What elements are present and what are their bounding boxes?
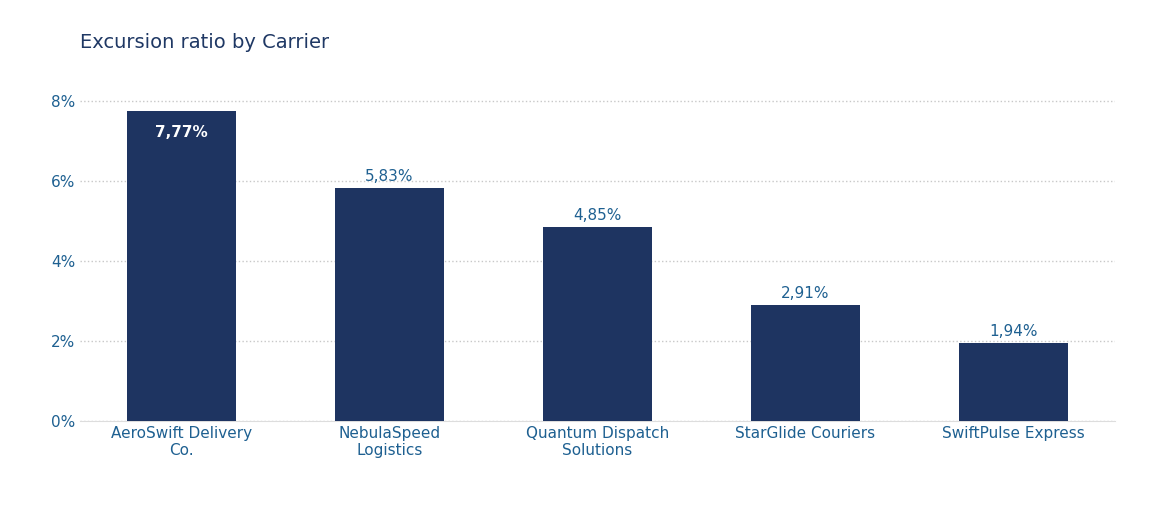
Bar	[336, 188, 444, 421]
Bar	[543, 227, 651, 421]
Text: Excursion ratio by Carrier: Excursion ratio by Carrier	[80, 33, 330, 52]
Bar	[959, 343, 1067, 421]
Text: 4,85%: 4,85%	[573, 208, 622, 223]
Text: 7,77%: 7,77%	[155, 125, 208, 140]
Text: 1,94%: 1,94%	[989, 324, 1038, 339]
Bar	[751, 305, 859, 421]
Text: 2,91%: 2,91%	[781, 286, 830, 301]
Bar	[128, 111, 236, 421]
Text: 5,83%: 5,83%	[365, 169, 414, 184]
